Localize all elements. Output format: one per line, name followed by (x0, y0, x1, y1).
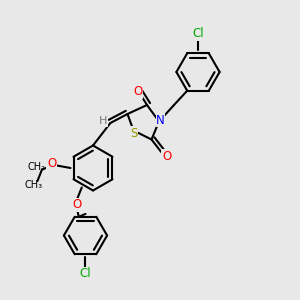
Text: N: N (156, 113, 165, 127)
Text: Cl: Cl (80, 267, 91, 280)
Text: S: S (130, 127, 137, 140)
Text: O: O (162, 149, 171, 163)
Text: Cl: Cl (192, 27, 204, 40)
Text: CH₂: CH₂ (28, 162, 46, 172)
Text: CH₃: CH₃ (25, 180, 43, 190)
Text: O: O (72, 198, 81, 212)
Text: O: O (47, 157, 56, 170)
Text: H: H (99, 116, 107, 127)
Text: O: O (134, 85, 142, 98)
